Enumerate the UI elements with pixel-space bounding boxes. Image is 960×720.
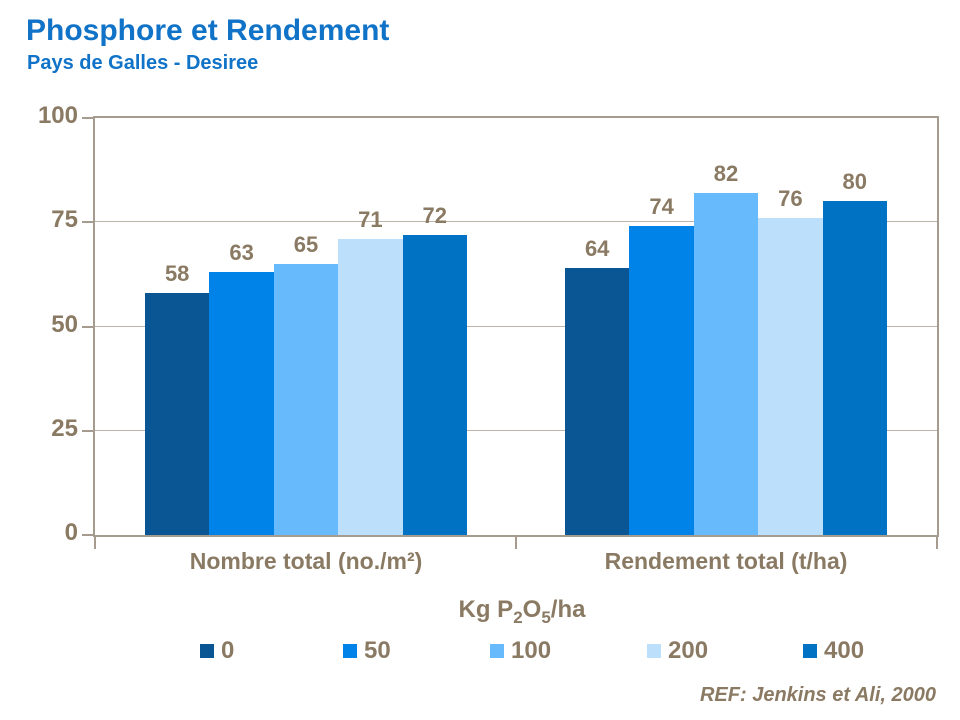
bar-rendement-400 — [822, 201, 887, 535]
bar-value-label: 76 — [778, 186, 803, 212]
bar-value-label: 72 — [422, 202, 448, 228]
category-label: Nombre total (no./m²) — [189, 548, 423, 574]
legend-item-50: 50 — [343, 637, 391, 664]
bar-rendement-100 — [693, 193, 759, 535]
y-tick-mark — [82, 325, 93, 328]
legend-title-part: /ha — [550, 596, 586, 623]
legend-item-100: 100 — [490, 637, 552, 664]
legend-title-part: 2 — [513, 607, 523, 627]
gridline — [95, 429, 937, 431]
category-label: Rendement total (t/ha) — [604, 548, 848, 574]
legend-title-part: Kg P — [458, 596, 514, 623]
legend-label: 50 — [364, 637, 391, 664]
bar-rendement-200 — [758, 218, 823, 535]
legend-swatch — [647, 644, 661, 658]
bar-nombre-100 — [273, 263, 339, 535]
bar-value-label: 71 — [358, 206, 383, 232]
legend-swatch — [200, 644, 214, 658]
gridline — [95, 221, 937, 223]
legend-item-0: 0 — [200, 637, 235, 664]
y-tick-mark — [82, 117, 93, 119]
y-axis: 0 25 50 75 100 — [0, 102, 78, 546]
x-tick-mark — [515, 537, 517, 549]
bar-nombre-0 — [145, 293, 210, 535]
bar-nombre-50 — [209, 272, 274, 535]
reference-text: REF: Jenkins et Ali, 2000 — [699, 684, 936, 706]
legend-swatch — [803, 644, 817, 658]
legend-label: 400 — [824, 637, 865, 664]
y-tick-label: 0 — [64, 519, 78, 546]
legend-label: 0 — [221, 637, 235, 664]
legend-label: 200 — [668, 637, 709, 664]
bar-rendement-0 — [565, 268, 630, 535]
bar-value-label: 58 — [164, 261, 190, 287]
bar-nombre-200 — [338, 238, 403, 535]
legend-item-200: 200 — [647, 637, 709, 664]
y-tick-mark — [82, 429, 93, 432]
y-tick-mark — [82, 534, 93, 536]
y-tick-label: 25 — [51, 414, 78, 442]
bar-value-label: 74 — [649, 194, 674, 220]
y-tick-label: 100 — [37, 102, 78, 129]
plot-area: 58 63 65 71 72 64 74 82 76 80 — [82, 116, 939, 549]
y-tick-label: 50 — [51, 310, 78, 338]
bar-value-label: 64 — [584, 236, 610, 262]
bar-value-label: 80 — [842, 169, 868, 195]
bar-value-label: 82 — [713, 161, 739, 187]
legend-label: 100 — [511, 637, 552, 664]
bar-value-label: 63 — [229, 240, 254, 266]
y-tick-mark — [82, 221, 93, 224]
legend-swatch — [490, 644, 504, 658]
legend-swatch — [343, 644, 357, 658]
bar-value-label: 65 — [293, 231, 319, 257]
page-title: Phosphore et Rendement — [26, 14, 390, 47]
gridline — [95, 325, 937, 327]
x-tick-mark — [936, 537, 938, 549]
page-subtitle: Pays de Galles - Desiree — [27, 52, 259, 74]
bar-nombre-400 — [402, 234, 467, 535]
legend-title-part: O — [522, 596, 542, 623]
legend-item-400: 400 — [803, 637, 865, 664]
x-tick-mark — [94, 537, 96, 549]
y-tick-label: 75 — [51, 206, 78, 234]
legend-title-part: 5 — [541, 607, 551, 627]
bar-rendement-50 — [629, 226, 694, 535]
legend-title: Kg P2O5/ha — [459, 596, 586, 628]
